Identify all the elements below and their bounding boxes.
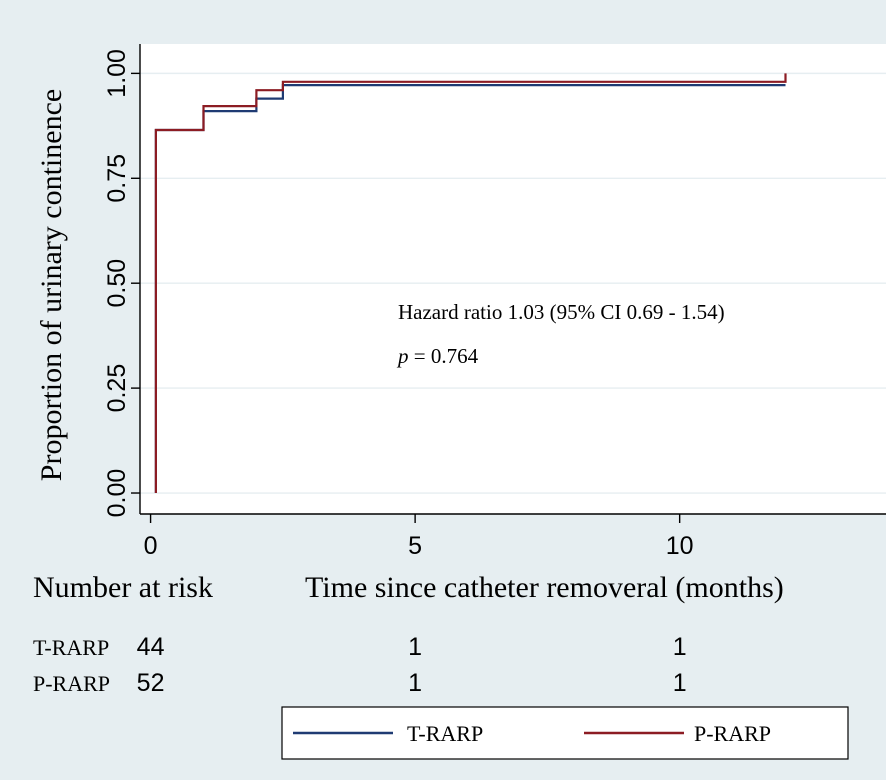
p-value-annotation: p = 0.764 (396, 344, 479, 368)
x-tick-label: 10 (666, 532, 694, 560)
legend-label: T-RARP (407, 721, 483, 746)
risk-value: 1 (408, 669, 422, 697)
y-ticks: 0.00 0.25 0.50 0.75 1.00 (103, 49, 140, 517)
x-ticks: 0 5 10 (144, 514, 694, 560)
risk-row-label: T-RARP (33, 635, 109, 660)
p-value: = 0.764 (409, 344, 479, 368)
risk-row-label: P-RARP (33, 671, 110, 696)
plot-area (140, 44, 886, 514)
risk-table-title: Number at risk (33, 571, 213, 604)
risk-table: T-RARP 44 1 1 P-RARP 52 1 1 (33, 633, 687, 697)
series-line-p-rarp (154, 73, 787, 493)
gridlines (140, 72, 886, 494)
risk-value: 1 (673, 633, 687, 661)
risk-value: 52 (137, 669, 165, 697)
risk-value: 44 (137, 633, 165, 661)
hazard-ratio-annotation: Hazard ratio 1.03 (95% CI 0.69 - 1.54) (398, 300, 725, 324)
legend-label: P-RARP (694, 721, 771, 746)
y-tick-label: 1.00 (103, 49, 131, 98)
y-tick-label: 0.25 (103, 364, 131, 413)
x-tick-label: 0 (144, 532, 158, 560)
x-axis-label: Time since catheter removeral (months) (305, 571, 784, 604)
y-tick-label: 0.00 (103, 469, 131, 518)
risk-value: 1 (673, 669, 687, 697)
p-symbol: p (396, 344, 409, 368)
y-axis-label: Proportion of urinary continence (35, 89, 68, 481)
y-tick-label: 0.75 (103, 154, 131, 203)
x-tick-label: 5 (408, 532, 422, 560)
series-group (154, 73, 787, 493)
legend: T-RARP P-RARP (293, 721, 771, 746)
y-tick-label: 0.50 (103, 259, 131, 308)
risk-value: 1 (408, 633, 422, 661)
